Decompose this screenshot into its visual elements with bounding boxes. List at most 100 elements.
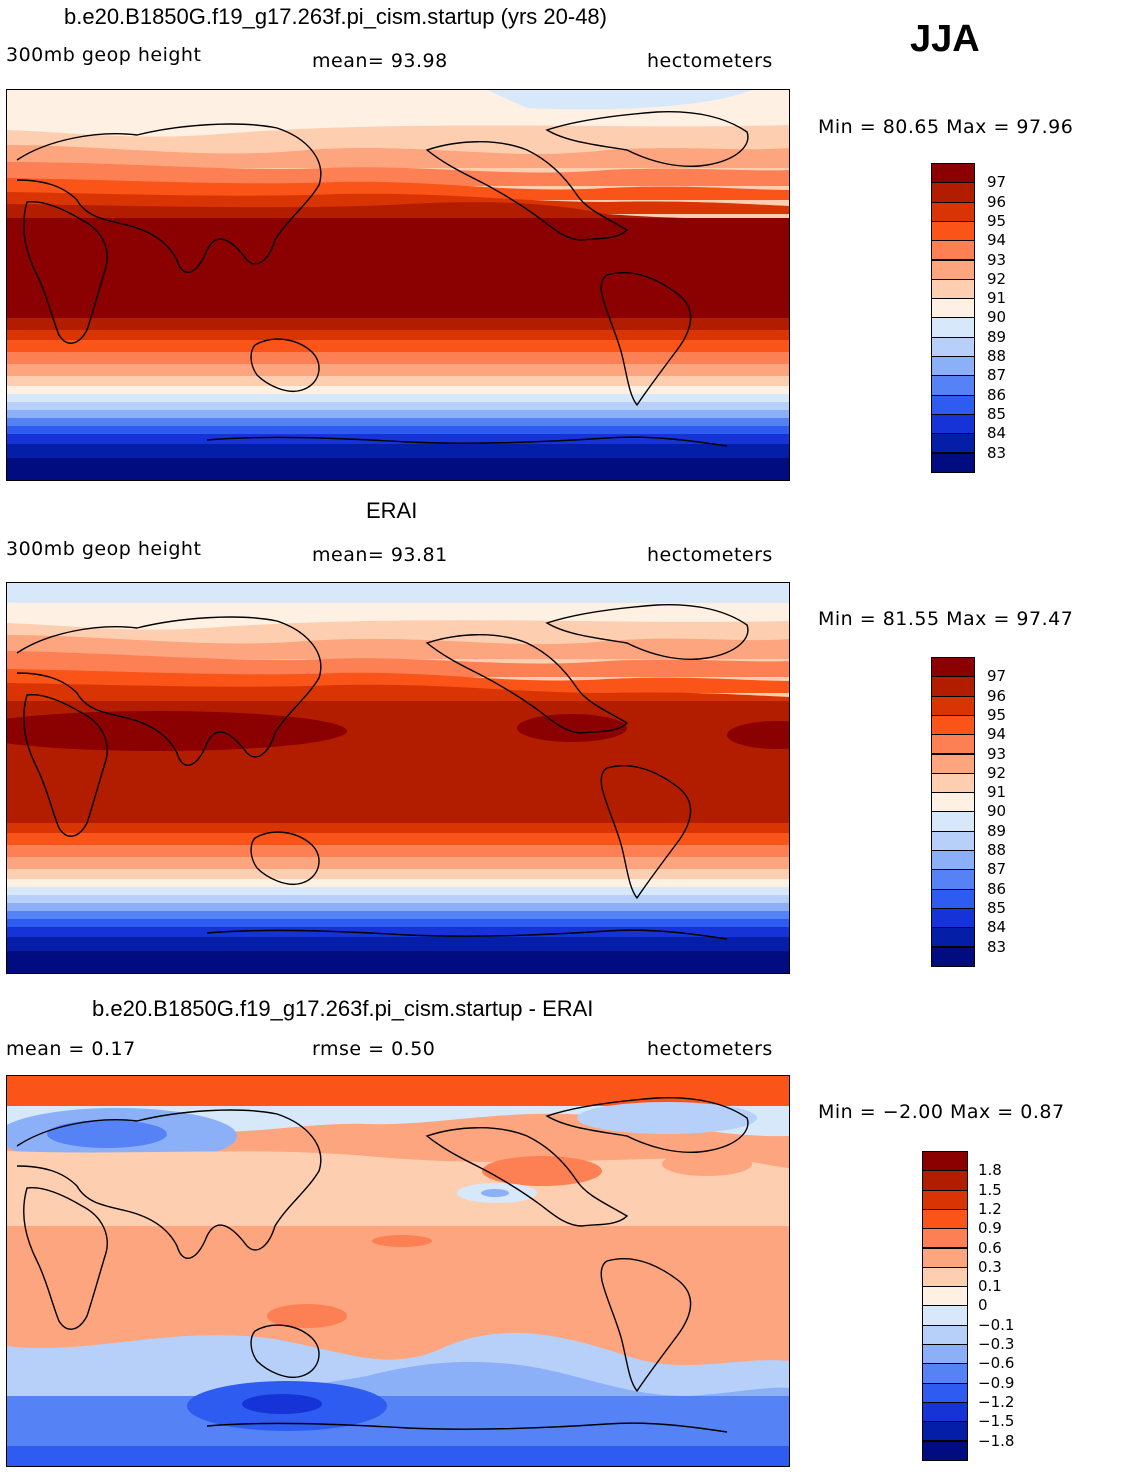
panel2-map	[6, 582, 790, 974]
panel1-colorbar-box	[931, 298, 975, 319]
panel2-colorbar-label: 96	[987, 686, 1007, 705]
panel1-band-94	[7, 178, 789, 200]
panel3-arctic-positive	[7, 1076, 789, 1106]
panel1-variable-label: 300mb geop height	[6, 44, 202, 66]
panel1-band-95s	[7, 330, 789, 340]
panel2-colorbar-label: 85	[987, 898, 1007, 917]
panel2-colorbar-label: 97	[987, 667, 1007, 686]
panel3-title: b.e20.B1850G.f19_g17.263f.pi_cism.startu…	[92, 996, 594, 1021]
panel1-colorbar-label: 97	[987, 173, 1007, 192]
panel2-band-92n	[7, 635, 789, 659]
panel1-colorbar: 97 96 95 94 93 92 91 90 89 88 87 86 85 84 83	[931, 163, 1041, 473]
panel3-colorbar-box	[922, 1344, 968, 1365]
panel3-colorbar-label: −1.2	[978, 1392, 1015, 1411]
panel2-band-91s	[7, 869, 789, 879]
panel2-mean-label: mean= 93.81	[312, 544, 448, 566]
panel3-map	[6, 1075, 790, 1467]
panel2-band-87s	[7, 903, 789, 911]
panel2-colorbar-box	[931, 753, 975, 774]
panel1-colorbar-box	[931, 317, 975, 338]
panel3-neg-ross-core	[242, 1394, 322, 1414]
panel1-colorbar-label: 94	[987, 231, 1007, 250]
panel3-colorbar-label: −0.6	[978, 1354, 1015, 1373]
panel2-band-85s	[7, 919, 789, 927]
panel1-colorbar-box	[931, 201, 975, 222]
panel2-band-83s	[7, 937, 789, 951]
panel1-band-90	[487, 90, 752, 110]
panel3-colorbar-box	[922, 1440, 968, 1461]
panel2-band-95s	[7, 823, 789, 833]
panel3-colorbar-label: 0.1	[978, 1277, 1002, 1296]
panel2-variable-label: 300mb geop height	[6, 538, 202, 560]
panel2-colorbar: 97 96 95 94 93 92 91 90 89 88 87 86 85 84 83	[931, 657, 1041, 967]
panel2-colorbar-box	[931, 695, 975, 716]
panel2-max-asia	[7, 711, 347, 751]
panel3-colorbar-box	[922, 1228, 968, 1249]
panel3-colorbar-label: 0.6	[978, 1238, 1002, 1257]
panel3-units-label: hectometers	[647, 1038, 773, 1060]
panel1-band-90s	[7, 386, 789, 394]
panel3-colorbar-box	[922, 1286, 968, 1307]
panel2-colorbar-label: 92	[987, 763, 1007, 782]
panel3-colorbar-label: −0.1	[978, 1315, 1015, 1334]
panel2-title: ERAI	[366, 498, 418, 523]
panel3-neg-pacific-core	[481, 1189, 509, 1197]
panel2-minmax-label: Min = 81.55 Max = 97.47	[818, 608, 1074, 630]
panel2-band-88s	[7, 895, 789, 903]
panel1-band-91s	[7, 376, 789, 386]
panel3-neg-europe-core	[47, 1120, 167, 1148]
panel1-colorbar-box	[931, 356, 975, 377]
panel2-colorbar-box	[931, 792, 975, 813]
panel3-neg-greenland	[577, 1102, 757, 1134]
panel2-colorbar-label: 88	[987, 841, 1007, 859]
panel2-band-86s	[7, 911, 789, 919]
panel1-minmax-label: Min = 80.65 Max = 97.96	[818, 116, 1074, 138]
panel1-mean-label: mean= 93.98	[312, 50, 448, 72]
panel1-colorbar-label: 92	[987, 269, 1007, 288]
panel3-colorbar-label: −1.8	[978, 1431, 1015, 1450]
panel2-band-84s	[7, 927, 789, 937]
panel3-colorbar-box	[922, 1324, 968, 1345]
panel1-band-85s	[7, 426, 789, 434]
panel2-band-93n	[7, 651, 789, 677]
panel3-colorbar-label: 0	[978, 1296, 988, 1315]
panel2-colorbar-box	[931, 657, 975, 678]
panel1-band-82s	[7, 458, 789, 480]
panel2-max-america	[517, 714, 627, 742]
panel2-coastlines	[16, 603, 749, 940]
panel1-band-93	[7, 162, 789, 186]
panel3-colorbar-box	[922, 1401, 968, 1423]
panel2-colorbar-label: 87	[987, 860, 1007, 879]
panel1-colorbar-label: 96	[987, 192, 1007, 211]
panel1-colorbar-box	[931, 336, 975, 357]
panel3-rmse-label: rmse = 0.50	[312, 1038, 436, 1060]
panel1-band-86s	[7, 418, 789, 426]
panel3-colorbar-box	[922, 1208, 968, 1230]
panel3-colorbar-label: −1.5	[978, 1412, 1015, 1431]
panel3-coastlines	[16, 1096, 749, 1433]
panel1-band-88s	[7, 402, 789, 410]
panel1-colorbar-label: 83	[987, 443, 1007, 462]
panel1-band-92s	[7, 364, 789, 376]
panel1-coastlines	[16, 110, 749, 447]
panel1-band-96s	[7, 318, 789, 330]
panel2-colorbar-box	[931, 907, 975, 929]
panel1-colorbar-label: 87	[987, 366, 1007, 385]
panel2-colorbar-box	[931, 888, 975, 909]
panel3-colorbar-box	[922, 1247, 968, 1268]
panel1-colorbar-box	[931, 240, 975, 261]
panel2-max-atlantic	[727, 721, 789, 749]
panel2-colorbar-box	[931, 830, 975, 851]
panel2-colorbar-box	[931, 734, 975, 755]
panel3-minmax-label: Min = −2.00 Max = 0.87	[818, 1101, 1065, 1123]
panel1-title: b.e20.B1850G.f19_g17.263f.pi_cism.startu…	[64, 4, 607, 29]
panel2-colorbar-label: 84	[987, 918, 1007, 937]
panel2-band-89s	[7, 887, 789, 895]
panel1-colorbar-label: 84	[987, 424, 1007, 443]
panel1-colorbar-box	[931, 413, 975, 435]
panel1-colorbar-label: 93	[987, 250, 1007, 269]
panel1-colorbar-label: 90	[987, 308, 1007, 327]
panel1-colorbar-box	[931, 259, 975, 280]
panel3-pos-indonesia	[267, 1304, 347, 1328]
panel2-band-82s	[7, 951, 789, 973]
